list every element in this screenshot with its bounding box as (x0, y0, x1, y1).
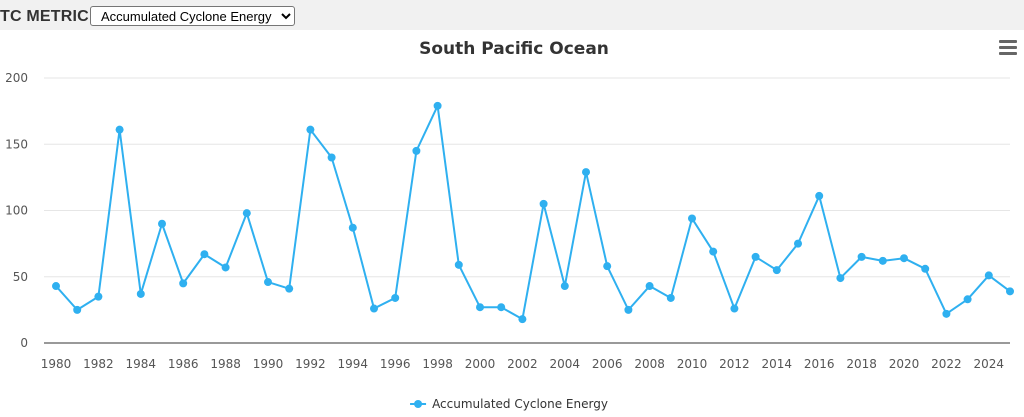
y-tick-label: 0 (20, 336, 28, 350)
x-tick-label: 1982 (83, 357, 114, 371)
data-point[interactable] (200, 250, 209, 259)
data-point[interactable] (603, 262, 612, 271)
data-point[interactable] (772, 266, 781, 275)
data-point[interactable] (984, 271, 993, 280)
data-point[interactable] (560, 282, 569, 291)
data-point[interactable] (539, 199, 548, 208)
x-tick-label: 2006 (592, 357, 623, 371)
legend-label[interactable]: Accumulated Cyclone Energy (432, 397, 608, 411)
legend[interactable]: Accumulated Cyclone Energy (410, 397, 608, 411)
data-point[interactable] (857, 252, 866, 261)
data-point[interactable] (476, 303, 484, 312)
x-tick-label: 1992 (295, 357, 326, 371)
data-point[interactable] (497, 303, 506, 312)
legend-marker (414, 400, 423, 408)
x-tick-label: 1986 (168, 357, 199, 371)
series-accumulated-cyclone-energy (52, 101, 1014, 324)
data-point[interactable] (370, 304, 378, 313)
data-point[interactable] (327, 153, 336, 162)
x-tick-label: 2014 (762, 357, 793, 371)
x-tick-label: 2018 (846, 357, 877, 371)
data-point[interactable] (666, 293, 675, 302)
data-point[interactable] (285, 284, 294, 293)
data-point[interactable] (794, 239, 802, 248)
data-point[interactable] (136, 289, 145, 298)
data-point[interactable] (391, 293, 400, 302)
data-point[interactable] (815, 191, 824, 200)
x-tick-label: 1996 (380, 357, 411, 371)
data-point[interactable] (52, 282, 60, 291)
x-tick-label: 1988 (210, 357, 241, 371)
data-point[interactable] (518, 315, 527, 324)
data-point[interactable] (264, 278, 272, 287)
x-tick-label: 1980 (41, 357, 72, 371)
data-point[interactable] (348, 223, 357, 232)
y-tick-label: 150 (5, 137, 28, 151)
x-tick-label: 2024 (974, 357, 1005, 371)
x-tick-label: 1984 (126, 357, 157, 371)
x-tick-label: 2000 (465, 357, 496, 371)
data-point[interactable] (412, 146, 421, 155)
data-point[interactable] (433, 101, 442, 110)
y-axis: 0 50 100 150 200 (5, 71, 28, 350)
grid (44, 77, 1010, 344)
x-tick-label: 2002 (507, 357, 538, 371)
data-point[interactable] (115, 125, 124, 134)
data-point[interactable] (179, 279, 188, 288)
x-tick-label: 1994 (338, 357, 369, 371)
chart-title: South Pacific Ocean (419, 39, 609, 59)
data-point[interactable] (1006, 287, 1014, 296)
metric-select[interactable]: Accumulated Cyclone Energy (90, 6, 295, 26)
data-point[interactable] (921, 264, 930, 273)
data-point[interactable] (582, 168, 590, 177)
data-point[interactable] (158, 219, 166, 228)
data-point[interactable] (221, 263, 230, 272)
data-point[interactable] (454, 260, 463, 269)
data-point[interactable] (963, 295, 972, 304)
y-tick-label: 200 (5, 71, 28, 85)
hamburger-menu-icon[interactable] (999, 40, 1017, 55)
x-tick-label: 2004 (550, 357, 581, 371)
y-tick-label: 50 (13, 270, 28, 284)
data-point[interactable] (624, 305, 633, 314)
x-tick-label: 2022 (931, 357, 962, 371)
data-point[interactable] (73, 305, 82, 314)
data-point[interactable] (306, 125, 315, 134)
data-point[interactable] (900, 254, 908, 263)
series-line (55, 104, 1011, 321)
data-point[interactable] (242, 209, 251, 218)
data-point[interactable] (878, 256, 887, 265)
data-point[interactable] (94, 292, 103, 301)
x-axis: 1980 1982 1984 1986 1988 1990 1992 1994 1996 1998… (41, 357, 1004, 371)
y-tick-label: 100 (5, 204, 28, 218)
x-tick-label: 2016 (804, 357, 835, 371)
x-tick-label: 2012 (719, 357, 750, 371)
data-point[interactable] (942, 309, 951, 318)
data-point[interactable] (751, 252, 760, 261)
metric-toolbar: TC METRIC Accumulated Cyclone Energy (0, 0, 1024, 30)
x-tick-label: 1990 (253, 357, 284, 371)
x-tick-label: 2008 (634, 357, 665, 371)
data-point[interactable] (688, 214, 696, 223)
metric-label: TC METRIC (0, 8, 89, 25)
data-point[interactable] (709, 247, 718, 256)
x-tick-label: 2020 (889, 357, 920, 371)
data-point[interactable] (836, 274, 845, 283)
data-point[interactable] (730, 304, 739, 313)
x-tick-label: 2010 (677, 357, 708, 371)
x-tick-label: 1998 (422, 357, 453, 371)
chart-container: South Pacific Ocean 0 50 100 150 200 1980 198… (0, 30, 1024, 413)
data-point[interactable] (645, 282, 654, 291)
